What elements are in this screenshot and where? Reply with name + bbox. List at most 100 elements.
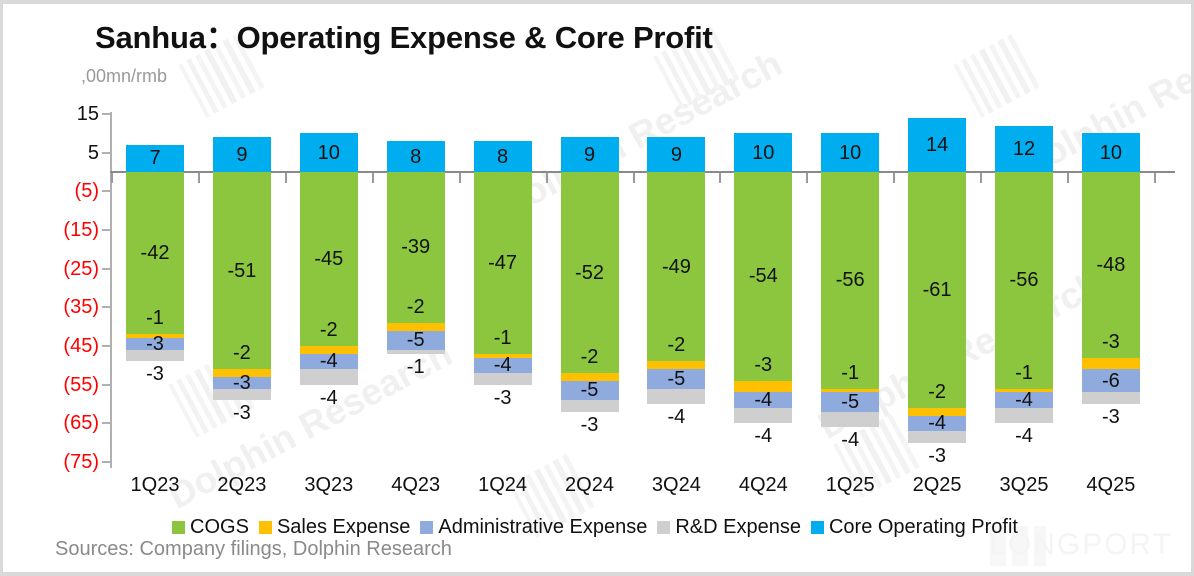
- bar-value-label: -3: [754, 353, 773, 376]
- bar-value-label: -4: [1015, 389, 1033, 412]
- bar-segment-cogs: [734, 172, 793, 381]
- bar-value-label: -3: [146, 363, 164, 386]
- bar-segment-r-d-expense: [473, 373, 532, 385]
- bar-segment-administrative-expense: [299, 353, 358, 370]
- bar-value-label: -42: [140, 242, 170, 265]
- x-axis-label-4q25: 4Q25: [1086, 474, 1136, 496]
- y-axis-tick: [102, 422, 111, 425]
- bar-value-label: -4: [667, 406, 686, 428]
- bar-value-label: -49: [661, 255, 691, 278]
- bar-segment-r-d-expense: [1081, 392, 1140, 404]
- x-axis-tick: [1067, 173, 1069, 183]
- legend-item[interactable]: R&D Expense: [657, 516, 801, 539]
- bar-segment-sales-expense: [560, 373, 619, 381]
- bar-segment-administrative-expense: [734, 392, 793, 408]
- legend-item[interactable]: COGS: [172, 516, 249, 539]
- bar-value-label: 10: [752, 141, 775, 164]
- bar-segment-cogs: [560, 172, 619, 374]
- x-axis-tick: [371, 173, 374, 183]
- bar-segment-r-d-expense: [647, 388, 706, 404]
- bar-value-label: -4: [754, 389, 773, 412]
- bar-value-label: -3: [1101, 330, 1120, 353]
- bar-segment-cogs: [386, 172, 445, 323]
- bar-value-label: -1: [1015, 361, 1033, 384]
- bar-segment-administrative-expense: [560, 380, 619, 401]
- y-axis-tick: [102, 461, 111, 463]
- bar-segment-core-operating-profit: [1081, 133, 1140, 172]
- bar-value-label: 7: [149, 147, 161, 170]
- legend-item[interactable]: Administrative Expense: [420, 516, 647, 539]
- bar-segment-administrative-expense: [995, 392, 1053, 408]
- bar-value-label: 14: [925, 133, 949, 156]
- bar-value-label: -3: [928, 444, 946, 467]
- bar-value-label: -39: [401, 236, 431, 259]
- bar-segment-core-operating-profit: [995, 125, 1053, 172]
- bar-segment-administrative-expense: [126, 338, 184, 350]
- bar-value-label: -2: [406, 295, 425, 318]
- bar-value-label: 10: [317, 141, 340, 164]
- x-axis-tick: [719, 173, 722, 183]
- sources-note: Sources: Company filings, Dolphin Resear…: [55, 538, 452, 560]
- bar-value-label: 8: [497, 145, 509, 168]
- bar-segment-core-operating-profit: [821, 133, 880, 172]
- legend-label: R&D Expense: [675, 516, 801, 538]
- bar-value-label: -4: [319, 386, 338, 409]
- bar-value-label: -56: [835, 269, 865, 292]
- legend-label: Sales Expense: [276, 516, 411, 538]
- x-axis-tick: [1153, 173, 1156, 183]
- bar-segment-administrative-expense: [473, 357, 532, 374]
- bar-segment-r-d-expense: [386, 349, 445, 354]
- bar-segment-sales-expense: [473, 353, 532, 358]
- bar-value-label: -4: [1015, 425, 1033, 448]
- y-axis-label: (45): [63, 335, 99, 357]
- bar-segment-core-operating-profit: [647, 137, 706, 172]
- bar-segment-r-d-expense: [734, 407, 793, 424]
- y-axis-tick: [102, 113, 111, 115]
- bar-value-label: -5: [841, 391, 860, 414]
- y-axis-label: (15): [63, 219, 99, 241]
- y-axis-tick: [102, 267, 111, 270]
- bar-segment-cogs: [299, 172, 358, 346]
- x-axis-tick: [632, 173, 635, 183]
- bar-segment-core-operating-profit: [734, 133, 793, 172]
- bar-segment-core-operating-profit: [299, 133, 358, 172]
- x-axis-label-2q23: 2Q23: [217, 474, 267, 496]
- bar-segment-cogs: [212, 172, 271, 370]
- bar-segment-core-operating-profit: [212, 137, 271, 172]
- bar-value-label: -6: [1101, 369, 1120, 392]
- x-axis-tick: [545, 173, 548, 183]
- bar-segment-sales-expense: [734, 380, 793, 393]
- x-axis-tick: [198, 173, 200, 183]
- bar-segment-cogs: [126, 172, 184, 335]
- legend-item[interactable]: Sales Expense: [258, 516, 411, 539]
- bar-value-label: -48: [1096, 253, 1126, 276]
- y-axis-label: 15: [76, 103, 99, 125]
- bar-value-label: -54: [748, 265, 778, 288]
- bar-segment-cogs: [1081, 172, 1140, 358]
- bar-value-label: 9: [236, 143, 248, 166]
- bar-segment-core-operating-profit: [560, 137, 619, 172]
- bar-value-label: -4: [754, 425, 773, 448]
- bar-value-label: -3: [232, 402, 251, 425]
- bar-value-label: -2: [667, 334, 686, 357]
- bar-value-label: 9: [670, 143, 682, 166]
- x-axis-label-1q24: 1Q24: [478, 474, 528, 496]
- y-axis-tick: [102, 345, 111, 347]
- legend-swatch-icon: [258, 521, 272, 534]
- bar-segment-sales-expense: [386, 322, 445, 331]
- legend-item[interactable]: Core Operating Profit: [810, 516, 1018, 539]
- y-axis-label: (35): [63, 296, 99, 319]
- bar-value-label: -2: [232, 342, 251, 365]
- bar-value-label: -56: [1009, 269, 1039, 292]
- plot-area: 15 5 (5) (15) (25) (35) (45) (55) (65) (75) 7 -42 -1…: [3, 4, 1194, 576]
- x-axis-label-3q24: 3Q24: [651, 474, 701, 496]
- bar-segment-r-d-expense: [299, 369, 358, 385]
- bar-value-label: -2: [580, 346, 599, 369]
- bar-value-label: -1: [841, 361, 860, 384]
- zero-baseline: [110, 171, 1175, 173]
- bar-value-label: -4: [841, 429, 860, 452]
- bar-value-label: -2: [319, 319, 338, 341]
- bar-segment-r-d-expense: [126, 349, 184, 362]
- bar-segment-r-d-expense: [995, 407, 1053, 424]
- y-axis-tick: [102, 306, 111, 309]
